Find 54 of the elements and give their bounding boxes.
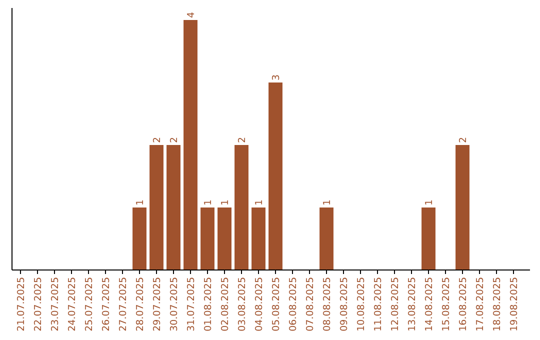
- x-tick-label: 27.07.2025: [118, 277, 129, 332]
- bar: [150, 145, 164, 270]
- x-tick-label: 16.08.2025: [458, 277, 469, 332]
- data-label: 2: [237, 136, 248, 143]
- x-tick-label: 09.08.2025: [339, 277, 350, 332]
- bar: [422, 208, 436, 270]
- bar: [200, 208, 214, 270]
- x-tick-label: 03.08.2025: [237, 277, 248, 332]
- x-tick-label: 22.07.2025: [33, 277, 44, 332]
- data-label: 1: [220, 199, 231, 206]
- data-label: 2: [169, 136, 180, 143]
- x-tick-label: 18.08.2025: [492, 277, 503, 332]
- bar: [184, 20, 198, 270]
- data-label: 1: [424, 199, 435, 206]
- x-tick-label: 17.08.2025: [475, 277, 486, 332]
- bar: [252, 208, 266, 270]
- data-label: 2: [458, 136, 469, 143]
- data-label: 4: [186, 12, 197, 18]
- x-tick-label: 15.08.2025: [441, 277, 452, 332]
- bar: [218, 208, 232, 270]
- x-tick-label: 21.07.2025: [16, 277, 27, 332]
- x-tick-label: 26.07.2025: [101, 277, 112, 332]
- bar: [320, 208, 334, 270]
- data-label: 1: [254, 199, 265, 206]
- data-label: 2: [152, 136, 163, 143]
- x-tick-label: 24.07.2025: [67, 277, 78, 332]
- bar: [166, 145, 180, 270]
- bar: [234, 145, 248, 270]
- x-tick-label: 30.07.2025: [169, 277, 180, 332]
- x-tick-label: 02.08.2025: [220, 277, 231, 332]
- bar: [268, 82, 282, 270]
- x-tick-label: 11.08.2025: [373, 277, 384, 332]
- x-tick-label: 12.08.2025: [390, 277, 401, 332]
- x-tick-label: 01.08.2025: [203, 277, 214, 332]
- data-label: 1: [203, 199, 214, 206]
- x-tick-label: 04.08.2025: [254, 277, 265, 332]
- data-label: 1: [322, 199, 333, 206]
- data-label: 1: [135, 199, 146, 206]
- data-label: 3: [271, 74, 282, 80]
- x-tick-label: 07.08.2025: [305, 277, 316, 332]
- x-tick-label: 23.07.2025: [50, 277, 61, 332]
- bar: [456, 145, 470, 270]
- x-tick-label: 06.08.2025: [288, 277, 299, 332]
- x-tick-label: 29.07.2025: [152, 277, 163, 332]
- x-tick-label: 10.08.2025: [356, 277, 367, 332]
- x-tick-label: 14.08.2025: [424, 277, 435, 332]
- x-tick-label: 25.07.2025: [84, 277, 95, 332]
- x-tick-label: 31.07.2025: [186, 277, 197, 332]
- x-tick-label: 05.08.2025: [271, 277, 282, 332]
- x-tick-label: 13.08.2025: [407, 277, 418, 332]
- bar: [132, 208, 146, 270]
- x-tick-label: 28.07.2025: [135, 277, 146, 332]
- x-tick-label: 08.08.2025: [322, 277, 333, 332]
- x-tick-label: 19.08.2025: [509, 277, 520, 332]
